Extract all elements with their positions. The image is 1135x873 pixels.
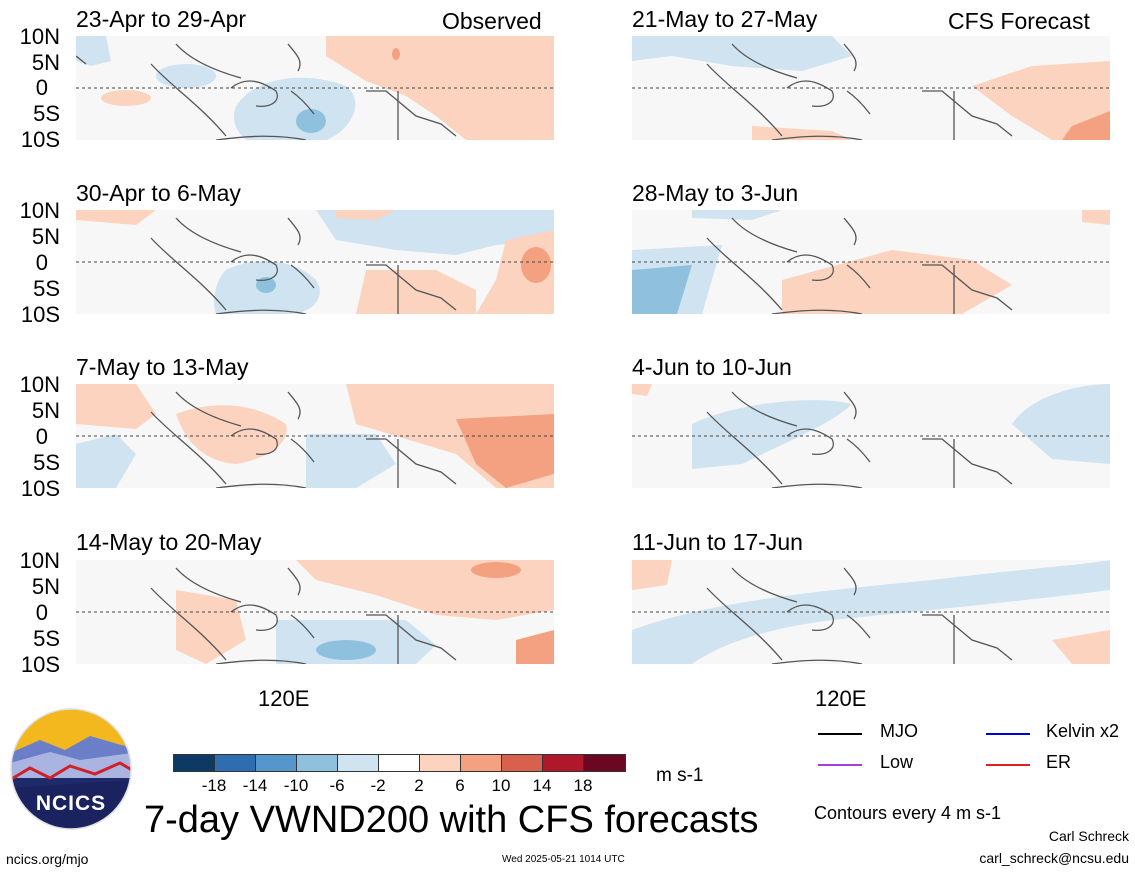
lat-label: 10S: [20, 302, 60, 327]
lat-label: 5S: [33, 626, 60, 651]
contours-note: Contours every 4 m s-1: [814, 803, 1002, 823]
colorbar-swatch: [337, 754, 379, 772]
panel-title-2: 30-Apr to 6-May: [76, 180, 241, 206]
author-email[interactable]: carl_schreck@ncsu.edu: [979, 850, 1129, 866]
lat-label: 0: [35, 424, 48, 449]
legend-label-mjo: MJO: [880, 721, 918, 741]
timestamp: Wed 2025-05-21 1014 UTC: [502, 854, 625, 865]
legend-line-mjo: [818, 733, 862, 735]
colorbar-tick: 10: [491, 776, 511, 795]
map-panel-6: [632, 210, 1110, 314]
colorbar-swatch: [419, 754, 461, 772]
main-title: 7-day VWND200 with CFS forecasts: [144, 799, 759, 841]
lon-label-left: 120E: [258, 686, 310, 711]
colorbar-swatch: [173, 754, 215, 772]
lat-label: 5N: [31, 574, 60, 599]
colorbar-tick: -14: [242, 776, 268, 795]
lat-label: 5S: [33, 450, 60, 475]
lat-label: 10S: [20, 476, 60, 501]
lon-label-right: 120E: [815, 686, 867, 711]
panel-title-4: 14-May to 20-May: [76, 529, 262, 555]
logo-text: NCICS: [35, 792, 107, 815]
colorbar-tick: 2: [414, 776, 424, 795]
legend-label-low: Low: [880, 752, 914, 772]
ncics-logo: NCICS: [10, 708, 132, 830]
colorbar-swatch: [214, 754, 256, 772]
colorbar-tick: 6: [455, 776, 465, 795]
colorbar-swatch: [255, 754, 297, 772]
colorbar-tick: 14: [532, 776, 552, 795]
panel-title-7: 4-Jun to 10-Jun: [632, 354, 792, 380]
colorbar-units: m s-1: [656, 765, 704, 786]
lat-label: 5N: [31, 224, 60, 249]
legend-line-kelvin: [986, 733, 1030, 735]
lat-label: 0: [35, 75, 48, 100]
panel-title-3: 7-May to 13-May: [76, 354, 249, 380]
panel-title-1: 23-Apr to 29-Apr: [76, 6, 247, 32]
colorbar-swatch: [501, 754, 543, 772]
panel-title-8: 11-Jun to 17-Jun: [632, 529, 803, 555]
panel-title-5: 21-May to 27-May: [632, 6, 818, 32]
lat-label: 0: [35, 250, 48, 275]
lat-label: 10N: [19, 198, 60, 223]
lat-label: 0: [35, 600, 48, 625]
map-panel-7: [632, 384, 1110, 488]
panel-title-6: 28-May to 3-Jun: [632, 180, 799, 206]
legend-label-er: ER: [1046, 752, 1072, 772]
lat-label: 5N: [31, 398, 60, 423]
lat-label: 10S: [20, 127, 60, 152]
map-panel-3: [76, 384, 554, 488]
lat-label: 5S: [33, 101, 60, 126]
author-name: Carl Schreck: [1048, 828, 1129, 844]
colorbar-tick: -6: [329, 776, 345, 795]
legend-label-kelvin: Kelvin x2: [1046, 721, 1120, 741]
colorbar-tick: 18: [573, 776, 593, 795]
colorbar-swatch: [296, 754, 338, 772]
lat-label: 5N: [31, 50, 60, 75]
panel-tag-observed: Observed: [442, 8, 542, 34]
map-panel-5: [632, 36, 1110, 140]
colorbar-swatch: [542, 754, 584, 772]
lat-label: 10N: [19, 548, 60, 573]
lat-label: 10N: [19, 24, 60, 49]
map-panel-8: [632, 560, 1110, 664]
lat-label: 10N: [19, 372, 60, 397]
colorbar-tick: -10: [283, 776, 309, 795]
legend-line-er: [986, 764, 1030, 766]
colorbar-tick: -2: [370, 776, 386, 795]
lat-label: 5S: [33, 276, 60, 301]
colorbar-swatch: [378, 754, 420, 772]
map-panel-1: [76, 36, 554, 140]
panel-tag-forecast: CFS Forecast: [948, 8, 1090, 34]
map-panel-4: [76, 560, 554, 664]
colorbar-tick: -18: [201, 776, 227, 795]
colorbar-swatch: [460, 754, 502, 772]
source-url[interactable]: ncics.org/mjo: [6, 851, 89, 867]
colorbar-swatch: [583, 754, 626, 772]
legend-line-low: [818, 764, 862, 766]
map-panel-2: [76, 210, 554, 314]
lat-label: 10S: [20, 652, 60, 677]
